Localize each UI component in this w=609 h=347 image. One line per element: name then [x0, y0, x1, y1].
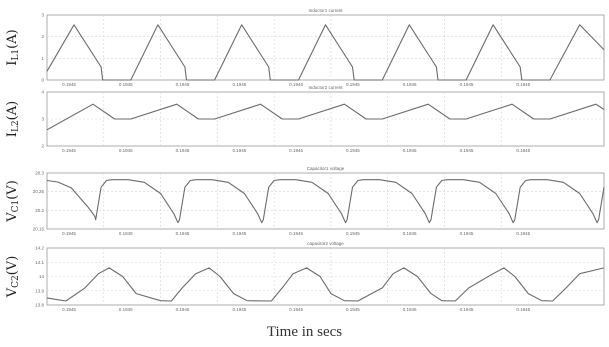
p1-ytick-label: 0: [41, 78, 44, 83]
p1-ylabel-sub: L1: [11, 49, 21, 61]
p2-title: Inductor2 current: [308, 85, 343, 90]
p2-xtick-label: 0.1945: [289, 148, 303, 153]
p4-ytick-label: 14: [39, 274, 45, 279]
p2-xtick-label: 0.1945: [516, 148, 530, 153]
p2-ylabel-unit: (A): [5, 101, 20, 121]
p2-series-line-0: [46, 103, 605, 131]
p3-xtick-label: 0.1945: [516, 231, 530, 236]
p1-xtick-label: 0.1945: [403, 82, 417, 87]
p3-xtick-label: 0.1945: [176, 231, 190, 236]
p3-xtick-label: 0.1945: [119, 231, 133, 236]
p3-title: Capacitor1 voltage: [307, 166, 345, 171]
p1-panel: 0 1 2 3 0.1945 0.1945 0.1945 0.1945 0.1945 0.1945…: [5, 8, 605, 87]
p4-ylabel: VC2(V): [5, 256, 21, 299]
p1-xtick-label: 0.1945: [289, 82, 303, 87]
p1-series-line-0: [46, 24, 605, 81]
p4-xtick-label: 0.1945: [62, 307, 76, 312]
p4-panel: 13.8 13.9 14 14.1 14.2 0.1945 0.1945 0.1945 0.19…: [5, 241, 605, 312]
p3-xtick-label: 0.1945: [346, 231, 360, 236]
p4-ytick-label: 13.8: [35, 303, 44, 308]
p4-xtick-label: 0.1945: [176, 307, 190, 312]
p3-xtick-label: 0.1945: [232, 231, 246, 236]
p3-series-line-0: [46, 179, 605, 224]
p2-xtick-label: 0.1945: [232, 148, 246, 153]
p2-xtick-label: 0.1945: [346, 148, 360, 153]
p3-ylabel-sub: C1: [11, 200, 21, 213]
p1-xtick-label: 0.1945: [516, 82, 530, 87]
p4-title: capacitor2 voltage: [307, 241, 344, 246]
p1-ytick-label: 3: [41, 13, 44, 18]
p1-xtick-label: 0.1945: [176, 82, 190, 87]
p4-ytick-label: 13.9: [35, 288, 44, 293]
p2-xtick-label: 0.1945: [62, 148, 76, 153]
p4-ytick-label: 14.1: [35, 260, 44, 265]
p4-ytick-label: 14.2: [35, 246, 44, 251]
p3-xtick-label: 0.1945: [62, 231, 76, 236]
p4-xtick-label: 0.1945: [403, 307, 417, 312]
p1-xtick-label: 0.1945: [119, 82, 133, 87]
p3-ylabel-unit: (V): [5, 180, 20, 200]
p4-xtick-label: 0.1945: [232, 307, 246, 312]
p1-ytick-label: 1: [41, 56, 44, 61]
p1-title: Inductor1 current: [308, 8, 343, 13]
p2-ytick-label: 2: [41, 144, 44, 149]
p3-ylabel: VC1(V): [5, 180, 21, 223]
p4-ylabel-main: V: [5, 287, 20, 298]
p4-xtick-label: 0.1945: [119, 307, 133, 312]
p2-panel: 2 3 4 0.1945 0.1945 0.1945 0.1945 0.1945 0.1945 0…: [5, 85, 605, 153]
p2-ytick-label: 3: [41, 117, 44, 122]
p3-xtick-label: 0.1945: [460, 231, 474, 236]
p1-ytick-label: 2: [41, 34, 44, 39]
p4-ylabel-sub: C2: [11, 275, 21, 288]
p3-ytick-label: 20.3: [35, 171, 44, 176]
p3-panel: 20.15 20.2 20.25 20.3 0.1945 0.1945 0.1945 0.19…: [5, 166, 605, 236]
p3-xtick-label: 0.1945: [289, 231, 303, 236]
p1-ylabel-unit: (A): [5, 29, 20, 49]
p3-ytick-label: 20.15: [33, 227, 45, 232]
p4-series-line-0: [46, 267, 605, 302]
p1-ylabel: IL1(A): [5, 29, 21, 65]
p1-xtick-label: 0.1945: [346, 82, 360, 87]
p2-ylabel-main: I: [5, 132, 20, 137]
p2-ytick-label: 4: [41, 90, 44, 95]
p3-ylabel-main: V: [5, 212, 20, 223]
p2-xtick-label: 0.1945: [176, 148, 190, 153]
p3-plot-frame: [46, 172, 605, 230]
p4-ylabel-unit: (V): [5, 256, 20, 276]
p2-ylabel: IL2(A): [5, 101, 21, 137]
p4-xtick-label: 0.1945: [460, 307, 474, 312]
p1-xtick-label: 0.1945: [62, 82, 76, 87]
p1-xtick-label: 0.1945: [232, 82, 246, 87]
p1-xtick-label: 0.1945: [460, 82, 474, 87]
p3-ytick-label: 20.2: [35, 208, 44, 213]
p2-ylabel-sub: L2: [11, 120, 21, 132]
x-axis-label: Time in secs: [266, 324, 343, 340]
p2-xtick-label: 0.1945: [119, 148, 133, 153]
p3-ytick-label: 20.25: [33, 189, 45, 194]
p1-ylabel-main: I: [5, 61, 20, 66]
p2-xtick-label: 0.1945: [403, 148, 417, 153]
p4-xtick-label: 0.1945: [346, 307, 360, 312]
p4-xtick-label: 0.1945: [289, 307, 303, 312]
p3-xtick-label: 0.1945: [403, 231, 417, 236]
p2-xtick-label: 0.1945: [460, 148, 474, 153]
p4-xtick-label: 0.1945: [516, 307, 530, 312]
